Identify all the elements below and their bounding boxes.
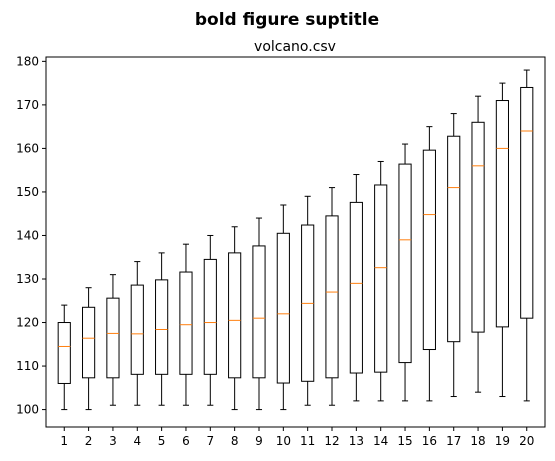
axes-frame [45, 56, 546, 428]
box [57, 322, 71, 384]
box [179, 271, 193, 375]
y-tick-label: 150 [16, 185, 39, 199]
box [398, 163, 412, 364]
x-tick-label: 4 [133, 434, 141, 448]
box [349, 201, 363, 374]
box [325, 215, 339, 379]
box [252, 245, 266, 379]
x-tick-label: 9 [255, 434, 263, 448]
y-tick-label: 100 [16, 403, 39, 417]
y-tick-label: 120 [16, 316, 39, 330]
x-tick-label: 16 [422, 434, 437, 448]
y-tick-label: 160 [16, 141, 39, 155]
y-tick-label: 180 [16, 54, 39, 68]
x-tick-label: 13 [349, 434, 364, 448]
box [495, 100, 509, 328]
plot-area: 1 2 3 4 5 6 7 8 9 10 11 12 13 14 15 16 17 18 19 20100110120… [16, 54, 546, 448]
x-tick-label: 12 [324, 434, 339, 448]
y-tick-label: 170 [16, 98, 39, 112]
box [82, 306, 96, 379]
x-tick-label: 15 [397, 434, 412, 448]
box [276, 232, 290, 384]
x-tick-label: 3 [109, 434, 117, 448]
x-tick-label: 14 [373, 434, 388, 448]
x-tick-label: 11 [300, 434, 315, 448]
figure-suptitle: bold figure suptitle [195, 10, 379, 30]
box [520, 86, 534, 319]
x-tick-label: 18 [470, 434, 485, 448]
x-tick-label: 7 [206, 434, 214, 448]
x-tick-label: 10 [276, 434, 291, 448]
x-tick-label: 6 [182, 434, 190, 448]
x-tick-label: 20 [519, 434, 534, 448]
x-tick-label: 5 [158, 434, 166, 448]
x-tick-label: 19 [495, 434, 510, 448]
box [155, 279, 169, 375]
box [374, 184, 388, 373]
box [203, 258, 217, 375]
x-tick-label: 17 [446, 434, 461, 448]
x-tick-label: 1 [60, 434, 68, 448]
chart-title: volcano.csv [254, 39, 336, 55]
y-tick-label: 110 [16, 359, 39, 373]
box [422, 149, 436, 351]
box [471, 121, 485, 333]
x-tick-label: 2 [85, 434, 93, 448]
x-tick-label: 8 [231, 434, 239, 448]
y-tick-label: 140 [16, 228, 39, 242]
box [130, 284, 144, 375]
y-tick-label: 130 [16, 272, 39, 286]
box [447, 135, 461, 343]
box [228, 252, 242, 379]
box [106, 297, 120, 379]
